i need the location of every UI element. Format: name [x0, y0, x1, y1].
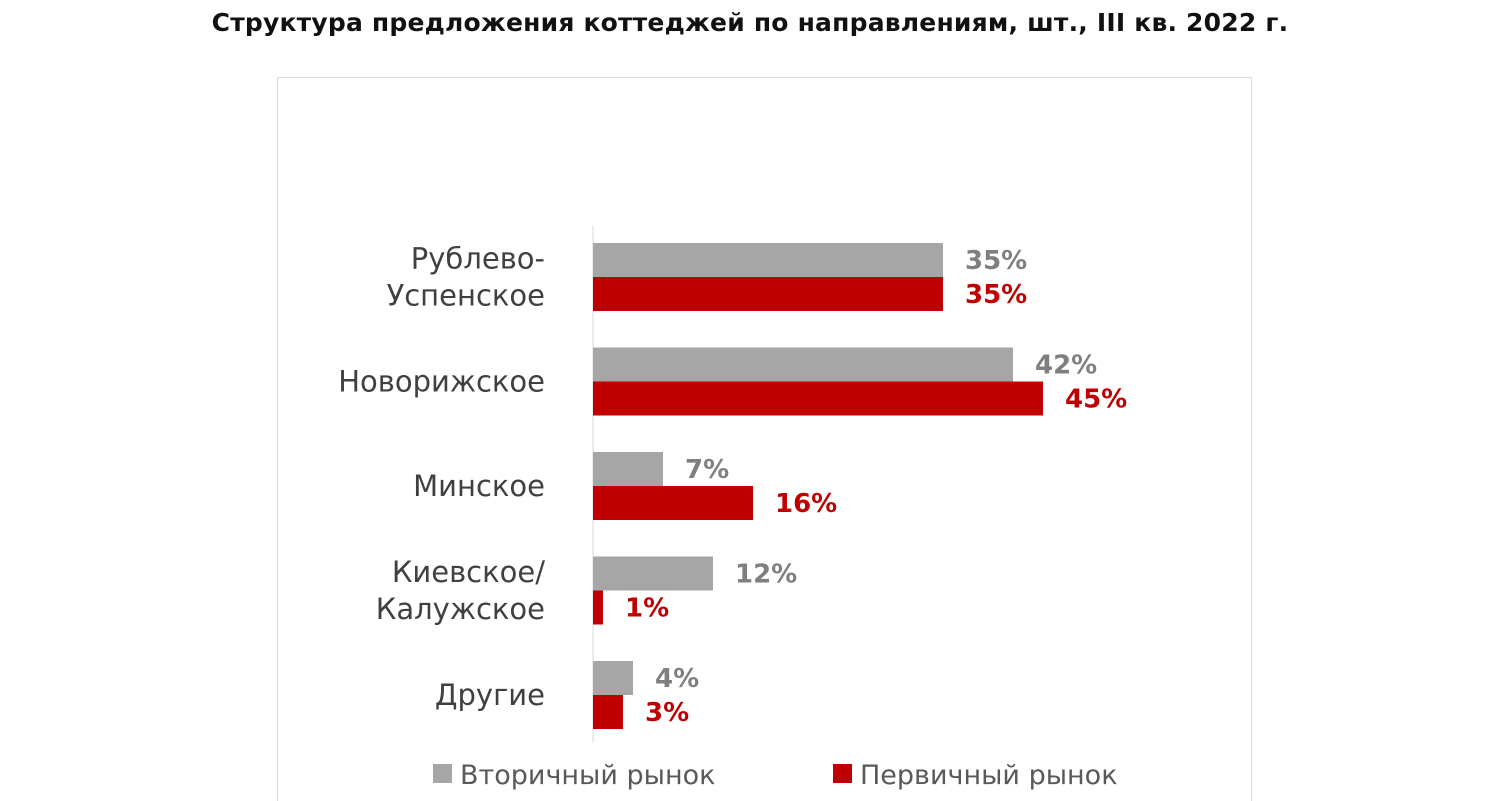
chart-frame	[277, 77, 1252, 801]
bar-secondary	[593, 452, 663, 486]
bar-secondary	[593, 661, 633, 695]
category-label: Калужское	[376, 592, 545, 626]
bar-primary	[593, 381, 1043, 416]
bar-secondary	[593, 243, 943, 277]
bar-secondary	[593, 556, 713, 591]
data-label: 7%	[685, 455, 729, 485]
data-label: 35%	[965, 280, 1027, 310]
bar-primary	[593, 695, 623, 729]
category-label: Киевское/	[392, 555, 545, 589]
bar-primary	[593, 486, 753, 520]
data-label: 16%	[775, 489, 837, 519]
data-label: 4%	[655, 664, 699, 694]
bar-primary	[593, 590, 603, 625]
data-label: 35%	[965, 246, 1027, 276]
bar-secondary	[593, 347, 1013, 382]
data-label: 1%	[625, 594, 669, 624]
category-label: Новорижское	[338, 365, 545, 399]
category-label: Успенское	[387, 279, 545, 313]
data-label: 12%	[735, 560, 797, 590]
legend-swatch	[833, 764, 852, 783]
legend-swatch	[433, 764, 452, 783]
category-label: Другие	[435, 678, 545, 712]
bar-primary	[593, 277, 943, 311]
chart-title: Структура предложения коттеджей по напра…	[211, 8, 1289, 37]
category-label: Минское	[413, 469, 545, 503]
legend-label: Вторичный рынок	[460, 760, 715, 791]
data-label: 3%	[645, 698, 689, 728]
data-label: 42%	[1035, 351, 1097, 381]
category-label: Рублево-	[411, 242, 545, 276]
legend-label: Первичный рынок	[860, 760, 1118, 791]
data-label: 45%	[1065, 385, 1127, 415]
